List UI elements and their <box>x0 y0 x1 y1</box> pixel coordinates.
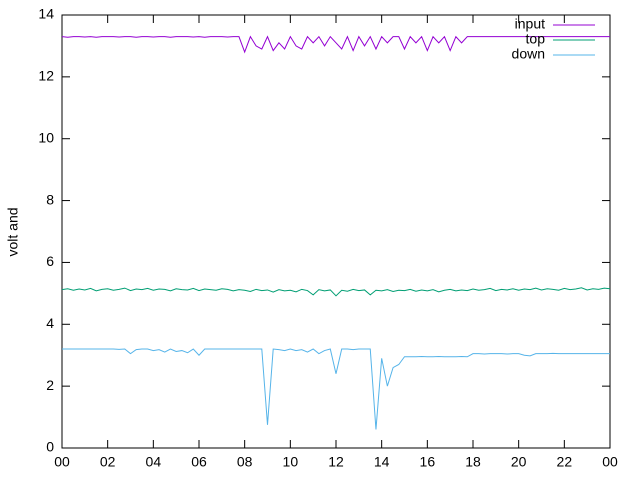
x-tick-label: 00 <box>54 454 70 470</box>
y-tick-label: 2 <box>46 377 54 393</box>
x-tick-label: 14 <box>374 454 390 470</box>
y-tick-label: 8 <box>46 191 54 207</box>
x-tick-label: 04 <box>146 454 162 470</box>
plot-frame <box>61 14 611 449</box>
x-tick-label: 02 <box>100 454 116 470</box>
y-tick-label: 14 <box>38 6 54 22</box>
series-line <box>61 287 611 297</box>
x-tick-label: 00 <box>602 454 618 470</box>
y-tick-label: 6 <box>46 253 54 269</box>
series-line <box>62 348 610 430</box>
y-tick-label: 10 <box>38 129 54 145</box>
legend-label: down <box>512 46 545 62</box>
x-tick-label: 22 <box>557 454 573 470</box>
x-tick-label: 12 <box>328 454 344 470</box>
x-tick-label: 06 <box>191 454 207 470</box>
x-tick-label: 16 <box>420 454 436 470</box>
x-tick-label: 18 <box>465 454 481 470</box>
x-tick-label: 20 <box>511 454 527 470</box>
y-tick-label: 12 <box>38 68 54 84</box>
legend-label: input <box>515 16 545 32</box>
y-tick-label: 4 <box>46 315 54 331</box>
x-tick-label: 08 <box>237 454 253 470</box>
legend-label: top <box>526 31 546 47</box>
y-axis-label: volt and <box>5 207 21 256</box>
series-line <box>61 35 610 54</box>
y-tick-label: 0 <box>46 439 54 455</box>
x-tick-label: 10 <box>283 454 299 470</box>
